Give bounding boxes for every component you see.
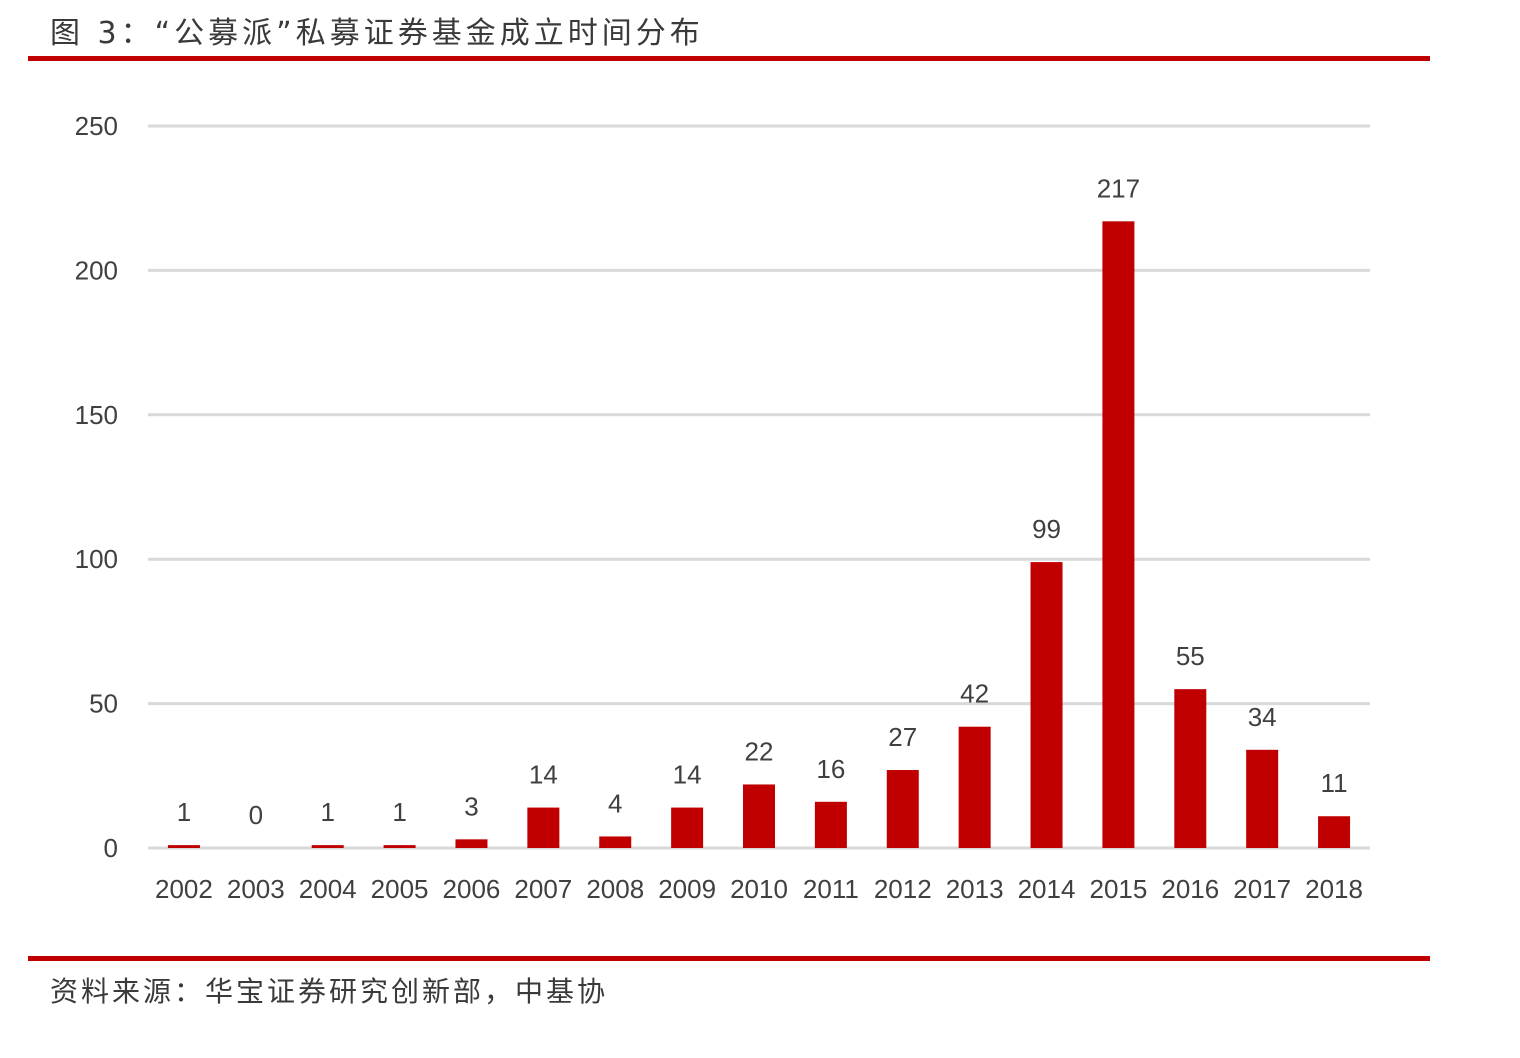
bar-2011 [814, 801, 847, 848]
data-label-2003: 0 [249, 800, 263, 830]
x-tick-label: 2006 [443, 874, 501, 904]
x-tick-label: 2002 [155, 874, 213, 904]
y-tick-label: 50 [89, 689, 118, 719]
data-label-2010: 22 [745, 736, 774, 766]
bar-2010 [743, 784, 775, 848]
source-note: 资料来源：华宝证券研究创新部，中基协 [50, 975, 609, 1008]
x-tick-label: 2003 [227, 874, 285, 904]
x-tick-label: 2008 [586, 874, 644, 904]
data-label-2005: 1 [392, 797, 406, 827]
bar-2005 [383, 845, 416, 848]
data-label-2011: 16 [816, 754, 845, 784]
x-tick-label: 2017 [1233, 874, 1291, 904]
x-tick-label: 2007 [514, 874, 572, 904]
source-divider [28, 956, 1430, 961]
y-tick-label: 200 [75, 255, 118, 285]
data-label-2017: 34 [1248, 702, 1277, 732]
bar-2017 [1246, 749, 1279, 848]
data-label-2013: 42 [960, 679, 989, 709]
x-tick-label: 2014 [1018, 874, 1076, 904]
y-tick-label: 0 [104, 833, 118, 863]
x-tick-label: 2009 [658, 874, 716, 904]
bar-2009 [671, 807, 704, 848]
data-label-2018: 11 [1321, 768, 1348, 798]
x-tick-label: 2016 [1161, 874, 1219, 904]
x-tick-label: 2005 [371, 874, 429, 904]
data-label-2016: 55 [1176, 641, 1205, 671]
x-tick-label: 2010 [730, 874, 788, 904]
x-tick-label: 2012 [874, 874, 932, 904]
y-tick-label: 100 [75, 544, 118, 574]
bar-2008 [599, 836, 632, 848]
title-divider [28, 56, 1430, 61]
bar-2007 [527, 807, 560, 848]
bar-2002 [167, 845, 200, 848]
x-tick-label: 2018 [1305, 874, 1363, 904]
data-label-2007: 14 [529, 760, 558, 790]
bar-2006 [455, 839, 488, 848]
bar-2018 [1318, 816, 1351, 848]
data-label-2014: 99 [1032, 514, 1061, 544]
bar-2012 [886, 770, 919, 848]
data-label-2009: 14 [673, 760, 702, 790]
data-label-2012: 27 [888, 722, 917, 752]
data-label-2004: 1 [320, 797, 334, 827]
bar-2004 [311, 845, 344, 848]
data-label-2008: 4 [608, 788, 622, 818]
x-tick-label: 2013 [946, 874, 1004, 904]
bars [167, 221, 1351, 848]
bar-2016 [1174, 689, 1207, 848]
data-label-2002: 1 [177, 797, 191, 827]
bar-2013 [958, 726, 991, 848]
x-tick-label: 2004 [299, 874, 357, 904]
bar-2014 [1030, 562, 1063, 848]
x-axis-ticks: 2002 2003 2004 2005 2006 2007 2008 2009 2010 2011… [155, 874, 1363, 904]
bar-2015 [1102, 221, 1135, 848]
data-label-2006: 3 [464, 791, 478, 821]
y-tick-label: 150 [75, 400, 118, 430]
x-tick-label: 2015 [1089, 874, 1147, 904]
x-tick-label: 2011 [803, 874, 859, 904]
data-label-2015: 217 [1097, 173, 1140, 203]
y-axis-ticks: 0 50 100 150 200 250 [75, 111, 118, 863]
y-tick-label: 250 [75, 111, 118, 141]
figure-title: 图 3：“公募派”私募证券基金成立时间分布 [50, 16, 704, 51]
